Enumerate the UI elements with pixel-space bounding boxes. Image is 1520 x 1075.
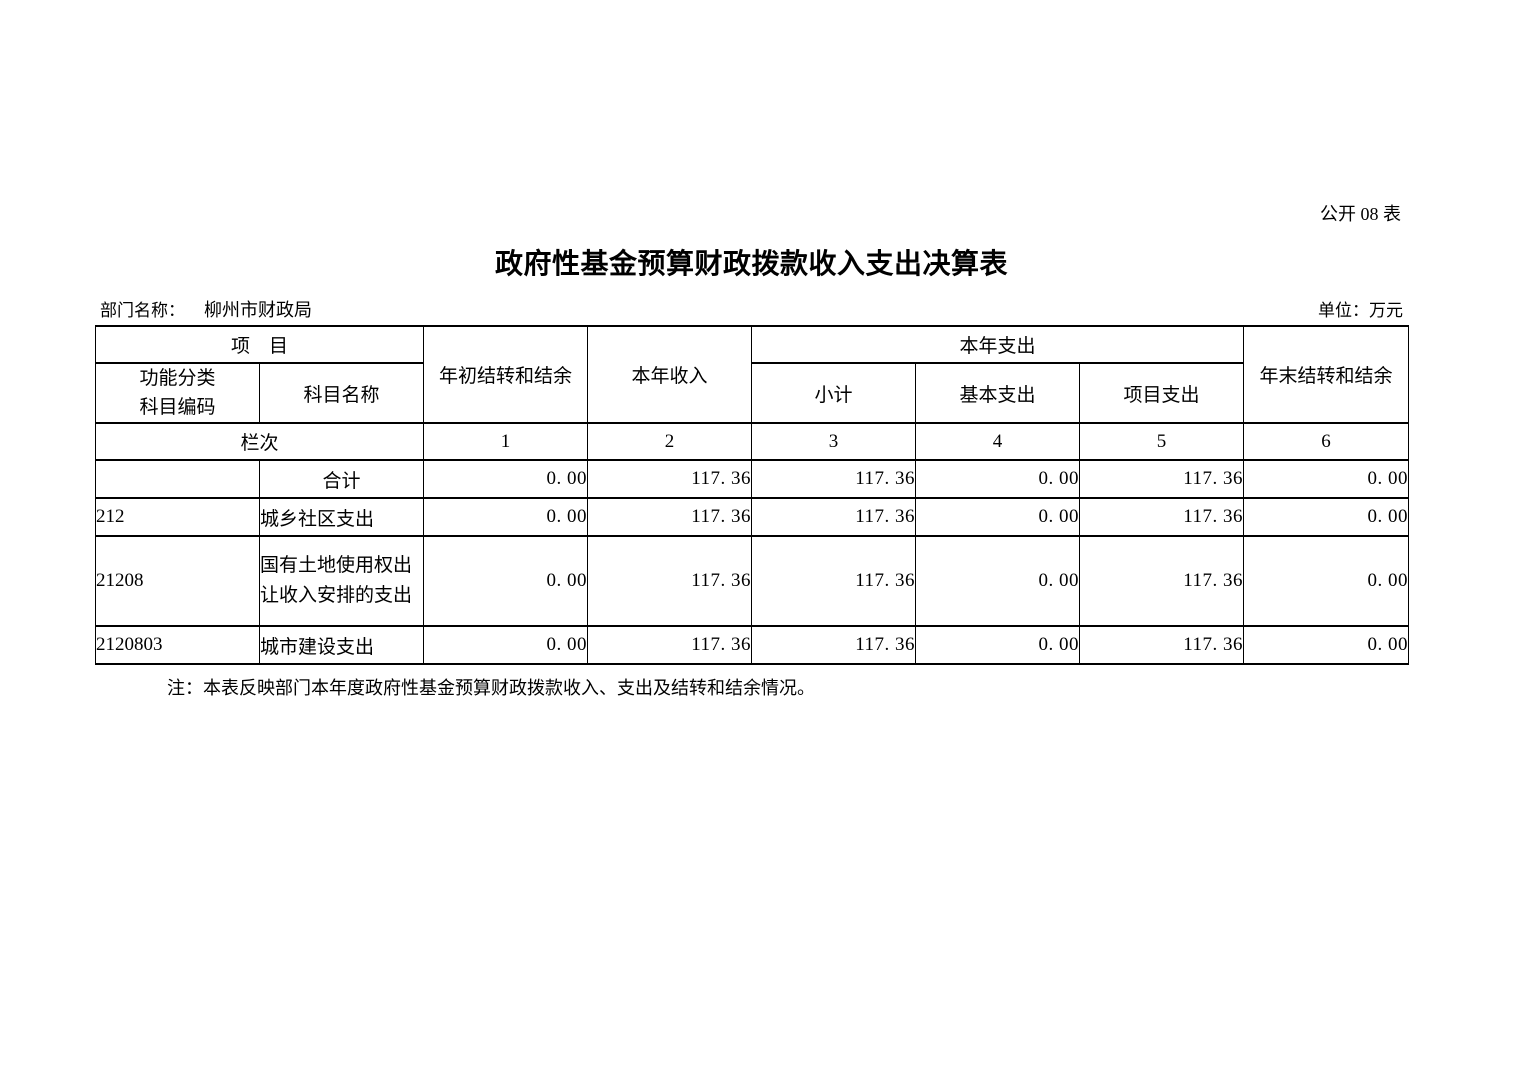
fiscal-table: 项 目 年初结转和结余 本年收入 本年支出 年末结转和结余 功能分类 科目编码 … [94,325,1410,665]
row-name: 城市建设支出 [258,625,425,665]
column-index-5: 5 [1079,422,1245,461]
cell-value: 0. 00 [915,459,1081,499]
unit-label: 单位：万元 [1318,301,1403,320]
cell-value: 0. 00 [1243,497,1410,537]
header-current-expenditure-group: 本年支出 [751,325,1245,364]
cell-value: 0. 00 [423,459,589,499]
footnote: 注：本表反映部门本年度政府性基金预算财政拨款收入、支出及结转和结余情况。 [167,678,815,698]
page-title: 政府性基金预算财政拨款收入支出决算表 [494,249,1008,280]
header-project-expenditure: 项目支出 [1079,362,1245,424]
cell-value: 117. 36 [751,459,917,499]
column-index-1: 1 [423,422,589,461]
cell-value: 117. 36 [587,535,753,627]
cell-value: 117. 36 [587,625,753,665]
header-function-code-line2: 科目编码 [139,397,216,418]
department-name: 柳州市财政局 [204,300,312,320]
cell-value: 117. 36 [587,497,753,537]
doc-number-label: 公开 08 表 [1320,204,1401,224]
column-index-3: 3 [751,422,917,461]
column-index-4: 4 [915,422,1081,461]
cell-value: 117. 36 [751,625,917,665]
header-subject-name: 科目名称 [258,362,425,424]
cell-value: 117. 36 [751,497,917,537]
cell-value: 117. 36 [1079,625,1245,665]
cell-value: 0. 00 [1243,459,1410,499]
row-code: 212 [95,497,260,537]
row-code: 2120803 [95,625,260,665]
meta-row: 部门名称： 柳州市财政局 单位：万元 [100,296,1403,322]
row-name: 合计 [258,459,425,499]
cell-value: 0. 00 [915,535,1081,627]
header-end-balance: 年末结转和结余 [1243,325,1410,424]
cell-value: 117. 36 [1079,535,1245,627]
table-row: 2120803 城市建设支出 0. 00 117. 36 117. 36 0. … [95,625,1410,665]
row-name: 城乡社区支出 [258,497,425,537]
column-index-label: 栏次 [94,422,425,461]
header-basic-expenditure: 基本支出 [915,362,1081,424]
cell-value: 117. 36 [751,535,917,627]
department: 部门名称： 柳州市财政局 [100,296,312,322]
cell-value: 0. 00 [423,497,589,537]
cell-value: 117. 36 [1079,497,1245,537]
header-begin-balance: 年初结转和结余 [423,325,589,424]
cell-value: 0. 00 [423,625,589,665]
row-name: 国有土地使用权出让收入安排的支出 [258,535,425,627]
header-function-code: 功能分类 科目编码 [95,362,260,424]
cell-value: 0. 00 [1243,625,1410,665]
cell-value: 0. 00 [423,535,589,627]
header-current-income: 本年收入 [587,325,753,424]
cell-value: 0. 00 [915,497,1081,537]
department-label: 部门名称： [100,301,185,320]
header-item-group: 项 目 [94,325,425,364]
header-subtotal: 小计 [751,362,917,424]
header-row-1: 项 目 年初结转和结余 本年收入 本年支出 年末结转和结余 [94,325,1410,424]
cell-value: 117. 36 [1079,459,1245,499]
column-index-2: 2 [587,422,753,461]
column-index-6: 6 [1243,422,1410,461]
header-function-code-line1: 功能分类 [139,368,216,389]
row-code [95,459,260,499]
table-row: 21208 国有土地使用权出让收入安排的支出 0. 00 117. 36 117… [95,535,1410,627]
cell-value: 117. 36 [587,459,753,499]
cell-value: 0. 00 [1243,535,1410,627]
table-row: 212 城乡社区支出 0. 00 117. 36 117. 36 0. 00 1… [95,497,1410,537]
column-index-row: 栏次 1 2 3 4 5 6 [94,422,1410,461]
table-row: 合计 0. 00 117. 36 117. 36 0. 00 117. 36 0… [95,459,1410,499]
row-code: 21208 [95,535,260,627]
header-row-2: 功能分类 科目编码 科目名称 小计 基本支出 项目支出 [95,362,1409,424]
cell-value: 0. 00 [915,625,1081,665]
